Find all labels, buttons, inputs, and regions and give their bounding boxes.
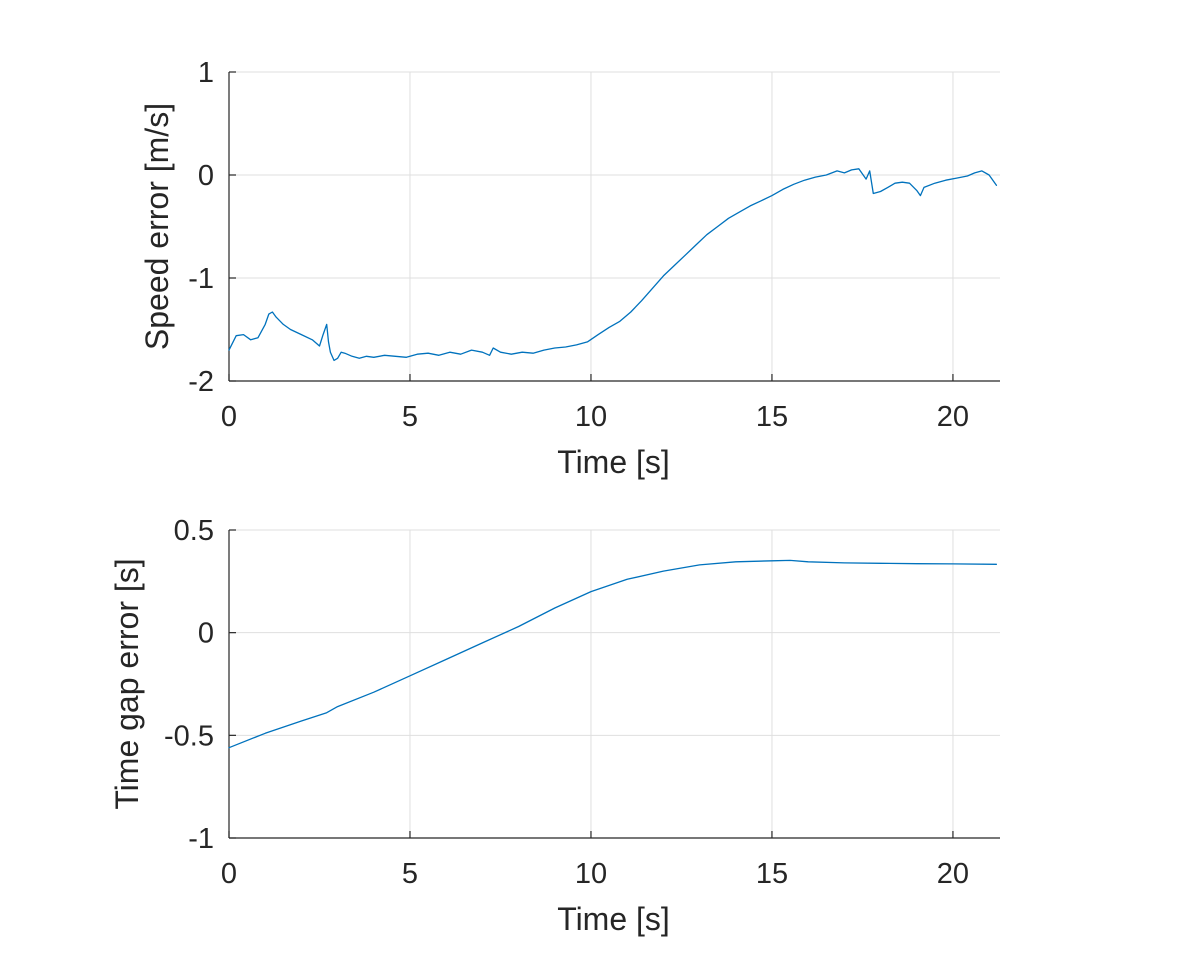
time-gap-error-series-line-0 xyxy=(228,559,998,749)
time-gap-error-y-tick-label-2: 0 xyxy=(198,618,214,650)
time-gap-error-y-axis-label: Time gap error [s] xyxy=(109,558,145,809)
speed-error-y-tick-label-0: -2 xyxy=(188,366,214,398)
speed-error-y-tick-label-3: 1 xyxy=(198,57,214,89)
speed-error-x-axis-label: Time [s] xyxy=(557,444,670,480)
time-gap-error-y-tick-label-3: 0.5 xyxy=(174,515,214,547)
time-gap-error-x-tick-label-3: 15 xyxy=(756,858,788,890)
time-gap-error-chart: 0 5 10 15 20 -1 -0.5 0 0.5 Time [s] Time gap error… xyxy=(109,515,1000,937)
speed-error-x-tick-label-2: 10 xyxy=(575,401,607,433)
time-gap-error-x-tick-label-2: 10 xyxy=(575,858,607,890)
speed-error-y-tick-label-2: 0 xyxy=(198,160,214,192)
speed-error-y-axis-label: Speed error [m/s] xyxy=(139,103,175,350)
time-gap-error-x-tick-label-1: 5 xyxy=(402,858,418,890)
time-gap-error-x-tick-label-4: 20 xyxy=(937,858,969,890)
speed-error-x-tick-label-1: 5 xyxy=(402,401,418,433)
speed-error-chart: 0 5 10 15 20 -2 -1 0 1 Time [s] Speed error [m/s] xyxy=(139,57,1000,480)
time-gap-error-y-tick-label-0: -1 xyxy=(188,823,214,855)
speed-error-x-tick-label-4: 20 xyxy=(937,401,969,433)
time-gap-error-x-tick-label-0: 0 xyxy=(221,858,237,890)
speed-error-series-line-0 xyxy=(228,168,998,362)
speed-error-x-tick-label-3: 15 xyxy=(756,401,788,433)
speed-error-x-tick-label-0: 0 xyxy=(221,401,237,433)
time-gap-error-x-axis-label: Time [s] xyxy=(557,901,670,937)
speed-error-y-tick-label-1: -1 xyxy=(188,263,214,295)
time-gap-error-y-tick-label-1: -0.5 xyxy=(164,720,214,752)
